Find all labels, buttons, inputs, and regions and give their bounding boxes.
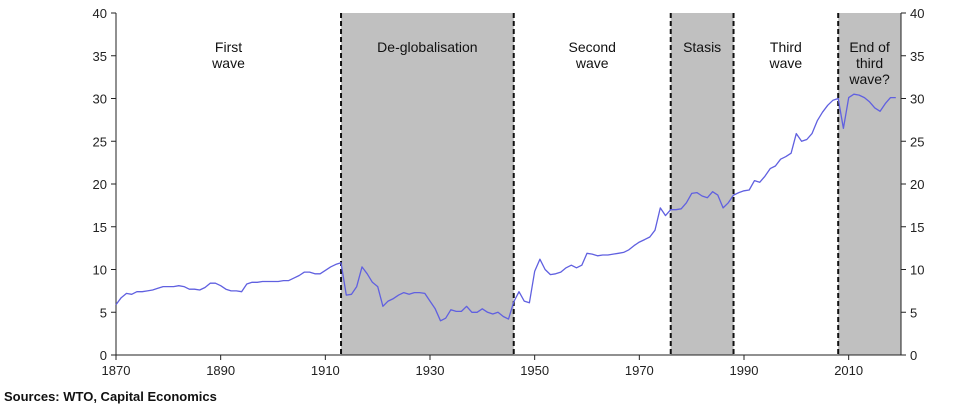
axes: 0 0 5 5 10 10 15 15 20 20 25 25 30 30 35 35 40 40 1870 1890… — [93, 6, 925, 378]
period-label-5-0: End of — [849, 39, 890, 55]
y-tick-label-left-0: 0 — [100, 348, 107, 363]
x-tick-label-1910: 1910 — [311, 363, 340, 378]
y-tick-label-left-10: 10 — [93, 263, 107, 278]
period-label-3-0: Stasis — [683, 39, 721, 55]
period-label-2-0: Second — [568, 39, 615, 55]
period-label-1-0: De-globalisation — [377, 39, 477, 55]
shaded-period-3 — [670, 13, 734, 355]
y-tick-label-left-5: 5 — [100, 305, 107, 320]
y-tick-label-right-15: 15 — [910, 220, 924, 235]
y-tick-label-right-20: 20 — [910, 177, 924, 192]
y-tick-label-left-35: 35 — [93, 49, 107, 64]
period-label-0-0: First — [215, 39, 242, 55]
shaded-period-1 — [341, 13, 514, 355]
period-label-2-1: wave — [575, 55, 609, 71]
y-tick-label-right-10: 10 — [910, 263, 924, 278]
y-tick-label-right-25: 25 — [910, 134, 924, 149]
period-label-0-1: wave — [211, 55, 245, 71]
y-tick-label-left-25: 25 — [93, 134, 107, 149]
period-label-5-2: wave? — [848, 71, 890, 87]
y-tick-label-left-20: 20 — [93, 177, 107, 192]
x-tick-label-1950: 1950 — [520, 363, 549, 378]
x-tick-label-1990: 1990 — [730, 363, 759, 378]
series-line-0 — [115, 93, 896, 322]
y-tick-label-left-15: 15 — [93, 220, 107, 235]
source-note: Sources: WTO, Capital Economics — [4, 389, 217, 404]
period-label-4-0: Third — [770, 39, 802, 55]
y-tick-label-right-35: 35 — [910, 49, 924, 64]
y-tick-label-right-0: 0 — [910, 348, 917, 363]
period-label-5-1: third — [856, 55, 883, 71]
y-tick-label-left-30: 30 — [93, 92, 107, 107]
shaded-periods — [341, 13, 901, 355]
y-tick-label-right-5: 5 — [910, 305, 917, 320]
shaded-period-5 — [838, 13, 901, 355]
x-tick-label-1970: 1970 — [625, 363, 654, 378]
series-layer — [115, 93, 896, 322]
period-dividers — [340, 13, 840, 355]
y-tick-label-left-40: 40 — [93, 6, 107, 21]
period-label-4-1: wave — [769, 55, 803, 71]
y-tick-label-right-40: 40 — [910, 6, 924, 21]
y-tick-label-right-30: 30 — [910, 92, 924, 107]
x-tick-label-1890: 1890 — [206, 363, 235, 378]
x-tick-label-2010: 2010 — [834, 363, 863, 378]
x-tick-label-1870: 1870 — [102, 363, 131, 378]
x-tick-label-1930: 1930 — [416, 363, 445, 378]
